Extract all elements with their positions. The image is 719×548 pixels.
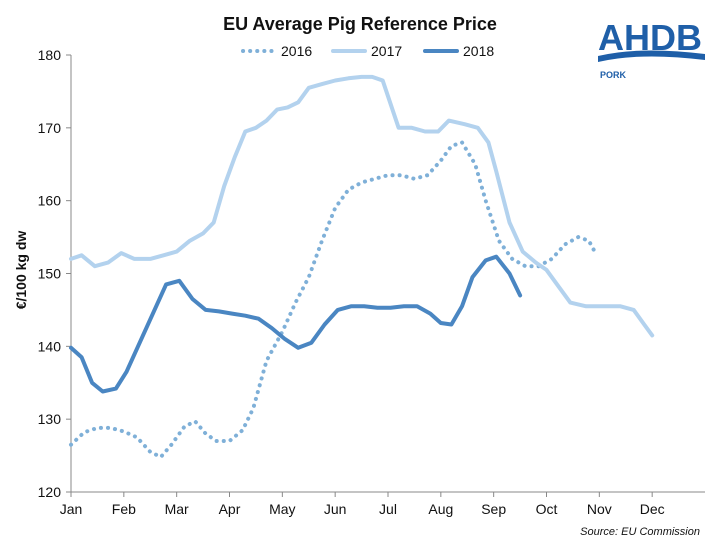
x-tick-label: Apr	[219, 501, 241, 517]
legend-label-2016: 2016	[281, 43, 312, 59]
x-tick-label: Nov	[587, 501, 612, 517]
x-tick-label: Jan	[60, 501, 83, 517]
logo-subtitle: PORK	[600, 70, 627, 80]
x-tick-label: Oct	[536, 501, 558, 517]
y-tick-label: 120	[38, 484, 62, 500]
ahdb-logo: AHDB PORK	[598, 17, 705, 80]
chart-title: EU Average Pig Reference Price	[223, 14, 497, 34]
x-tick-label: Jun	[324, 501, 347, 517]
logo-swoosh	[598, 50, 705, 62]
x-tick-label: Aug	[428, 501, 453, 517]
series-group	[69, 74, 655, 459]
y-tick-label: 170	[38, 120, 62, 136]
legend-label-2017: 2017	[371, 43, 402, 59]
y-axis-label: €/100 kg dw	[13, 231, 29, 310]
x-tick-label: Feb	[112, 501, 136, 517]
series-line-2017	[69, 74, 655, 338]
y-tick-label: 180	[38, 47, 62, 63]
legend-label-2018: 2018	[463, 43, 494, 59]
y-tick-label: 150	[38, 266, 62, 282]
source-note: Source: EU Commission	[580, 526, 700, 538]
x-tick-label: Mar	[165, 501, 189, 517]
legend: 2016 2017 2018	[241, 43, 494, 59]
x-tick-label: Jul	[379, 501, 397, 517]
y-tick-label: 160	[38, 193, 62, 209]
series-line-2018	[69, 254, 523, 394]
series-line-2016	[69, 140, 599, 459]
x-tick-label: Dec	[640, 501, 665, 517]
axes: 120 130 140 150 160 170 180 Jan Feb Mar Apr May Jun J…	[38, 47, 705, 517]
y-tick-label: 130	[38, 411, 62, 427]
x-tick-label: Sep	[481, 501, 506, 517]
x-tick-label: May	[269, 501, 295, 517]
y-tick-label: 140	[38, 338, 62, 354]
